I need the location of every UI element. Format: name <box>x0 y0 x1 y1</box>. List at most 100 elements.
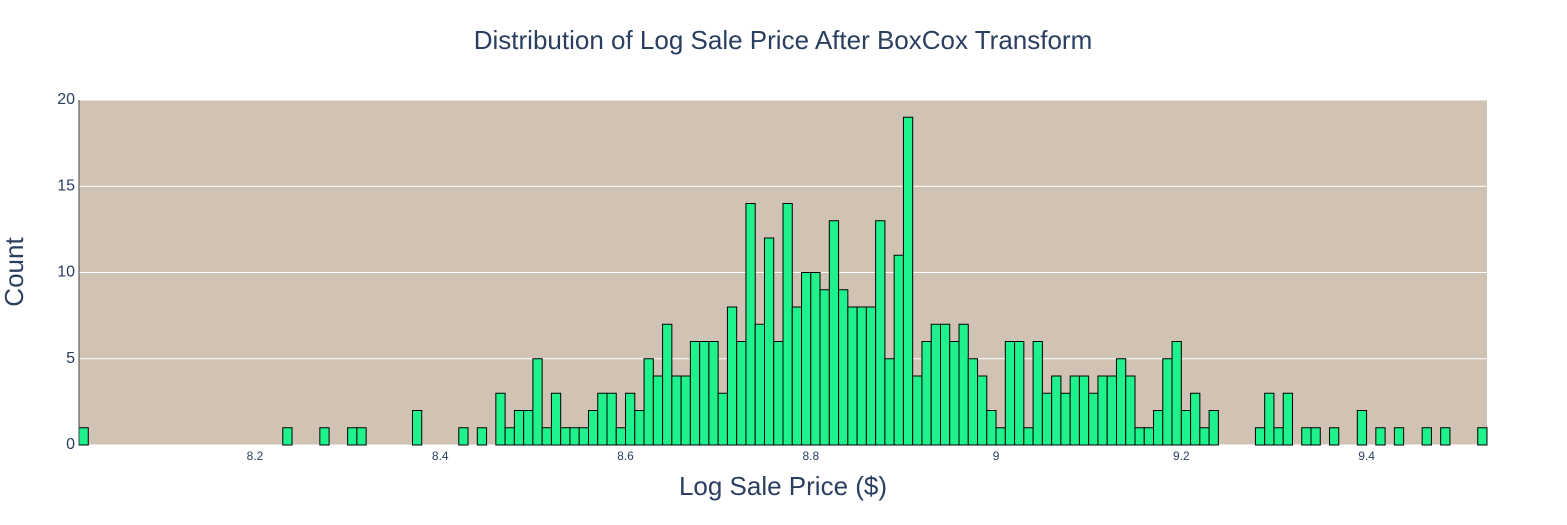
bar <box>717 392 728 446</box>
bar <box>1069 375 1080 446</box>
bar <box>625 392 636 446</box>
x-tick-label: 8.2 <box>247 449 264 463</box>
bar <box>458 427 469 446</box>
bar <box>736 341 747 446</box>
bar <box>1329 427 1340 446</box>
bar <box>1023 427 1034 446</box>
bar <box>1041 392 1053 446</box>
bar <box>1477 427 1488 446</box>
bar <box>1125 375 1136 446</box>
bar <box>949 341 960 446</box>
bar <box>1421 427 1432 446</box>
bar <box>1171 341 1182 446</box>
bar <box>513 410 525 446</box>
bar <box>699 341 710 446</box>
bar <box>726 306 738 446</box>
bar <box>476 427 488 446</box>
bar <box>1115 358 1127 446</box>
bar <box>791 306 803 446</box>
bar <box>578 427 589 446</box>
bar <box>763 237 775 446</box>
bar <box>865 306 877 446</box>
bar <box>893 254 904 446</box>
bar <box>680 375 691 446</box>
bar <box>1208 410 1219 446</box>
bar <box>977 375 988 446</box>
bar <box>411 410 423 446</box>
bar <box>1078 375 1090 446</box>
bar <box>1134 427 1145 446</box>
bar <box>782 203 793 446</box>
x-tick-label: 9.4 <box>1358 449 1375 463</box>
bar <box>875 220 886 446</box>
bar <box>319 427 330 446</box>
bar <box>78 427 89 446</box>
bar <box>1301 427 1312 446</box>
x-tick-label: 8.4 <box>432 449 449 463</box>
bar <box>801 272 812 446</box>
bar <box>1051 375 1062 446</box>
bar <box>615 427 627 446</box>
bar <box>958 323 969 446</box>
bar <box>939 323 951 446</box>
bar <box>689 341 701 446</box>
bar <box>569 427 580 446</box>
bar <box>754 323 765 446</box>
bar <box>532 358 543 446</box>
bar <box>930 323 941 446</box>
bar <box>1282 392 1293 446</box>
bar <box>773 341 784 446</box>
x-tick-label: 8.6 <box>617 449 634 463</box>
bar <box>847 306 858 446</box>
bar <box>560 427 571 446</box>
bar <box>1393 427 1405 446</box>
bar <box>986 410 997 446</box>
bar <box>912 375 923 446</box>
y-tick-label: 5 <box>66 350 75 367</box>
bar <box>550 392 562 446</box>
bar <box>921 341 932 446</box>
bar <box>1014 341 1025 446</box>
bar <box>810 272 821 446</box>
x-tick-label: 9.2 <box>1173 449 1190 463</box>
bar <box>495 392 506 446</box>
bar <box>884 358 895 446</box>
bar <box>1254 427 1266 446</box>
bar <box>995 427 1006 446</box>
x-axis-label: Log Sale Price ($) <box>679 471 887 501</box>
bar <box>1440 427 1451 446</box>
bar <box>652 375 664 446</box>
bar <box>606 392 617 446</box>
bar <box>1088 392 1099 446</box>
bar <box>1097 375 1108 446</box>
bar <box>1190 392 1201 446</box>
bar <box>1060 392 1071 446</box>
bar <box>356 427 367 446</box>
bar <box>643 358 654 446</box>
bar <box>1375 427 1386 446</box>
bar <box>1032 341 1043 446</box>
y-tick-label: 15 <box>57 177 75 194</box>
bar <box>745 203 756 446</box>
bar <box>1180 410 1192 446</box>
y-axis-label: Count <box>0 237 29 307</box>
bar <box>634 410 645 446</box>
bar <box>541 427 552 446</box>
y-tick-label: 10 <box>57 264 75 281</box>
bar <box>838 289 849 446</box>
chart-title: Distribution of Log Sale Price After Box… <box>474 25 1093 55</box>
y-tick-label: 0 <box>66 436 75 453</box>
bar <box>1356 410 1368 446</box>
bar <box>1143 427 1155 446</box>
bar <box>1273 427 1284 446</box>
bar <box>902 116 914 446</box>
bar <box>967 358 979 446</box>
bar <box>1153 410 1164 446</box>
bar <box>828 220 840 446</box>
bar <box>597 392 608 446</box>
y-tick-label: 20 <box>57 91 75 108</box>
bar <box>347 427 358 446</box>
bar <box>1004 341 1016 446</box>
bar <box>819 289 830 446</box>
